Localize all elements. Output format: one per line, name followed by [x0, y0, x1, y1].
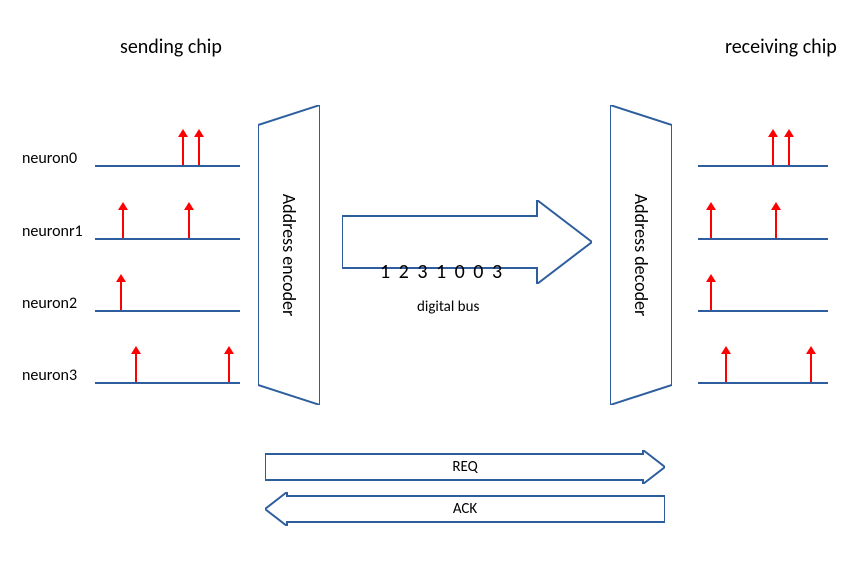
spike-arrow — [188, 202, 190, 238]
bus-caption: digital bus — [417, 298, 479, 316]
spike-baseline — [698, 310, 828, 312]
address-encoder-label: Address encoder — [278, 194, 300, 317]
spike-baseline — [95, 382, 240, 384]
spike-arrow — [135, 346, 137, 382]
spike-baseline — [95, 310, 240, 312]
spike-arrow — [710, 202, 712, 238]
spike-shaft — [198, 137, 200, 165]
spike-shaft — [775, 210, 777, 238]
spike-shaft — [228, 354, 230, 382]
spike-shaft — [122, 210, 124, 238]
spike-shaft — [772, 137, 774, 165]
spike-head — [784, 129, 794, 137]
req-label: REQ — [265, 458, 665, 476]
spike-head — [118, 202, 128, 210]
address-encoder-block: Address encoder — [258, 105, 320, 405]
spike-head — [184, 202, 194, 210]
spike-shaft — [182, 137, 184, 165]
spike-arrow — [120, 274, 122, 310]
neuron-label: neuron2 — [22, 294, 77, 313]
spike-arrow — [182, 129, 184, 165]
spike-arrow — [775, 202, 777, 238]
spike-head — [721, 346, 731, 354]
spike-head — [116, 274, 126, 282]
diagram-stage: { "layout": { "width": 866, "height": 56… — [0, 0, 866, 562]
spike-baseline — [698, 165, 828, 167]
spike-baseline — [95, 238, 240, 240]
spike-head — [806, 346, 816, 354]
spike-baseline — [95, 165, 240, 167]
spike-arrow — [228, 346, 230, 382]
spike-arrow — [788, 129, 790, 165]
spike-arrow — [810, 346, 812, 382]
title-receiving-chip: receiving chip — [725, 35, 837, 59]
address-decoder-label: Address decoder — [630, 194, 652, 317]
spike-shaft — [120, 282, 122, 310]
spike-head — [706, 274, 716, 282]
spike-head — [768, 129, 778, 137]
spike-shaft — [710, 282, 712, 310]
spike-head — [131, 346, 141, 354]
spike-arrow — [772, 129, 774, 165]
neuron-label: neuronr1 — [22, 222, 83, 241]
neuron-label: neuron0 — [22, 149, 77, 168]
req-arrow: REQ — [265, 450, 665, 484]
spike-arrow — [122, 202, 124, 238]
spike-shaft — [135, 354, 137, 382]
address-decoder-block: Address decoder — [610, 105, 672, 405]
spike-head — [194, 129, 204, 137]
spike-head — [224, 346, 234, 354]
spike-arrow — [710, 274, 712, 310]
title-sending-chip: sending chip — [120, 35, 222, 59]
spike-arrow — [725, 346, 727, 382]
spike-shaft — [788, 137, 790, 165]
ack-arrow: ACK — [265, 492, 665, 526]
ack-label: ACK — [265, 500, 665, 518]
bus-digits: 1 2 3 1 0 0 3 — [380, 260, 504, 284]
spike-head — [178, 129, 188, 137]
spike-shaft — [810, 354, 812, 382]
spike-baseline — [698, 382, 828, 384]
spike-head — [706, 202, 716, 210]
spike-shaft — [725, 354, 727, 382]
spike-arrow — [198, 129, 200, 165]
neuron-label: neuron3 — [22, 366, 77, 385]
spike-shaft — [710, 210, 712, 238]
spike-head — [771, 202, 781, 210]
spike-baseline — [698, 238, 828, 240]
spike-shaft — [188, 210, 190, 238]
